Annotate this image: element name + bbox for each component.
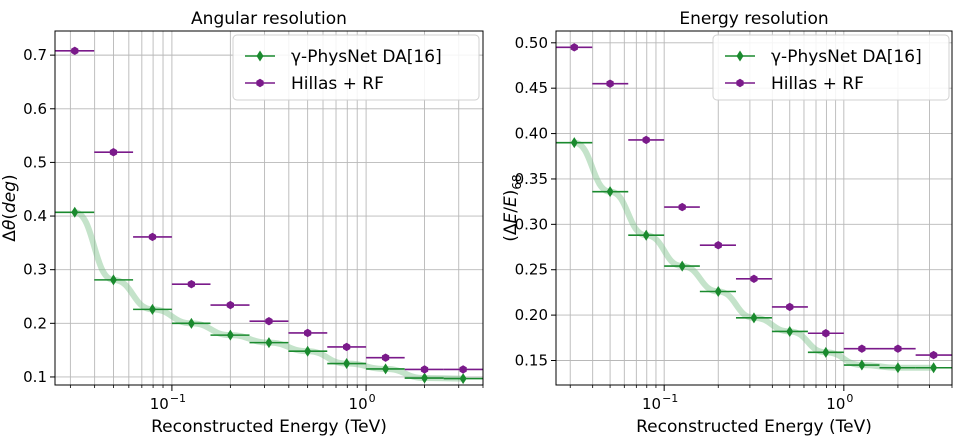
plot-frame [54, 30, 484, 386]
data-point [678, 260, 686, 272]
legend-box [232, 34, 480, 101]
y-tick-label: 0.30 [515, 215, 548, 233]
data-point [304, 328, 312, 338]
plot-area [55, 46, 483, 385]
data-point [822, 329, 830, 338]
y-tick-label: 0.5 [23, 153, 47, 171]
data-point [714, 241, 722, 250]
plot-frame [555, 30, 953, 386]
data-point [265, 316, 273, 326]
y-tick-label: 0.20 [515, 306, 548, 324]
data-point [109, 274, 117, 286]
data-point [570, 43, 578, 52]
data-point [750, 312, 758, 324]
x-axis-label: Reconstructed Energy (TeV) [636, 417, 872, 437]
y-tick-label: 0.15 [515, 351, 548, 369]
y-tick-label: 0.2 [23, 314, 47, 332]
data-point [343, 358, 351, 370]
data-point [606, 79, 614, 88]
series-1 [55, 206, 483, 385]
data-point [382, 363, 390, 375]
data-point [187, 279, 196, 289]
data-point [148, 232, 157, 242]
data-point [71, 206, 79, 218]
legend: γ-PhysNet DA[16] Hillas + RF [712, 34, 950, 101]
data-point [459, 365, 467, 374]
plot-area [556, 43, 952, 374]
y-axis-label: (ΔE/E)68 [501, 174, 524, 241]
data-point [858, 344, 866, 353]
x-tick-label: 10−1 [642, 392, 678, 413]
data-point [343, 342, 351, 352]
legend-marker [736, 50, 744, 62]
data-point [187, 317, 195, 329]
data-point [642, 229, 650, 241]
data-point [421, 372, 429, 384]
series-1-band [71, 209, 467, 382]
x-axis-label: Reconstructed Energy (TeV) [151, 417, 387, 437]
y-tick-label: 0.3 [23, 261, 47, 279]
data-point [381, 353, 390, 362]
y-tick-label: 0.45 [515, 79, 548, 97]
data-point [750, 274, 758, 283]
data-point [929, 350, 938, 360]
legend-marker [256, 78, 264, 88]
x-tick-label: 10−1 [150, 392, 186, 413]
data-point [226, 300, 234, 310]
series-2 [55, 46, 483, 374]
data-point [858, 359, 866, 371]
data-point [606, 186, 614, 198]
data-point [109, 148, 118, 157]
data-point [822, 346, 830, 358]
data-point [459, 373, 467, 385]
chart-panel-2: Energy resolution 0.15 0.20 0.25 0.30 0.35 0.4… [501, 9, 953, 437]
chart-title: Angular resolution [191, 9, 347, 29]
legend-marker [736, 78, 744, 88]
chart-panel-1: Angular resolution 0.1 0.2 0.3 0.4 0.5 0.6 0.7 1… [0, 9, 484, 437]
data-point [678, 202, 686, 212]
data-point [714, 286, 722, 298]
data-point [642, 135, 650, 145]
series-2 [556, 43, 952, 360]
legend-label: Hillas + RF [291, 74, 384, 94]
legend-label: γ-PhysNet DA[16] [291, 47, 442, 67]
legend-marker [256, 50, 264, 62]
data-point [420, 365, 429, 374]
data-point [226, 329, 234, 341]
data-point [148, 303, 156, 315]
y-tick-label: 0.40 [515, 125, 548, 143]
data-point [894, 344, 902, 353]
legend: γ-PhysNet DA[16] Hillas + RF [232, 34, 480, 101]
data-point [894, 362, 902, 374]
y-tick-label: 0.50 [515, 34, 548, 52]
legend-label: γ-PhysNet DA[16] [771, 47, 922, 67]
data-point [930, 362, 938, 374]
y-tick-label: 0.7 [23, 46, 47, 64]
x-tick-label: 100 [826, 392, 853, 413]
legend-box [712, 34, 950, 101]
y-tick-label: 0.35 [515, 170, 548, 188]
data-point [265, 337, 273, 349]
data-point [786, 325, 794, 337]
x-tick-label: 100 [349, 392, 376, 413]
data-point [304, 345, 312, 357]
y-tick-label: 0.4 [23, 207, 47, 225]
legend-label: Hillas + RF [771, 74, 864, 94]
chart-title: Energy resolution [679, 9, 828, 29]
y-tick-label: 0.6 [23, 100, 47, 118]
data-point [786, 302, 794, 312]
y-tick-label: 0.1 [23, 368, 47, 386]
y-axis-label: Δθ(deg) [0, 174, 20, 241]
data-point [570, 137, 578, 149]
series-1-band [571, 139, 937, 371]
y-tick-label: 0.25 [515, 261, 548, 279]
series-1 [556, 137, 952, 374]
data-point [71, 46, 79, 56]
